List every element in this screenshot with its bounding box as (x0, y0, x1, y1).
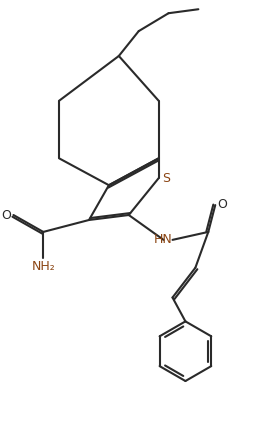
Text: HN: HN (154, 233, 173, 246)
Text: NH₂: NH₂ (31, 260, 55, 273)
Text: O: O (2, 208, 11, 221)
Text: O: O (217, 198, 227, 211)
Text: S: S (163, 172, 171, 185)
